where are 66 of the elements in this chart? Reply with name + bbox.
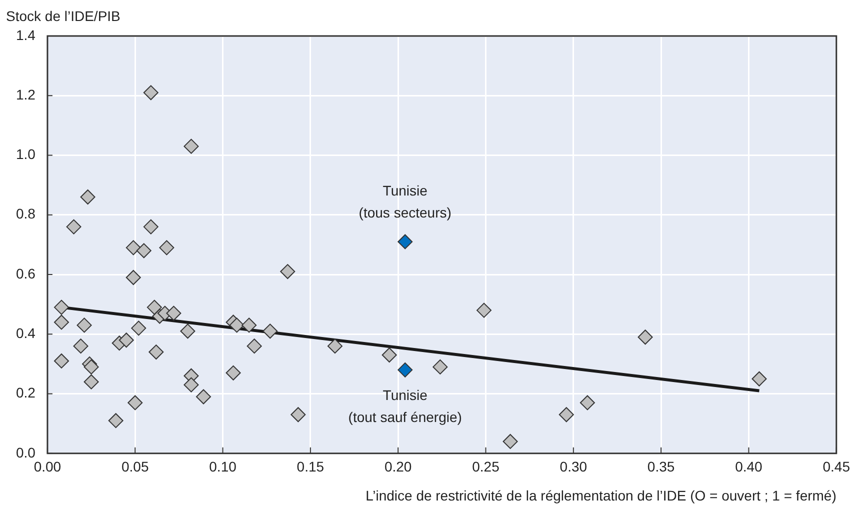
x-tick-label: 0.15 <box>296 458 324 475</box>
y-tick-label: 1.0 <box>16 146 36 162</box>
point <box>54 314 69 330</box>
point <box>262 324 278 339</box>
point <box>184 377 199 392</box>
point <box>143 85 158 100</box>
point <box>136 243 152 258</box>
point <box>327 338 342 354</box>
point <box>502 434 518 449</box>
point <box>126 270 141 285</box>
x-tick-label: 0.35 <box>647 458 675 475</box>
point <box>184 138 199 154</box>
y-tick-label: 0.4 <box>16 325 36 341</box>
point <box>398 234 413 250</box>
point <box>242 318 257 333</box>
point <box>54 300 69 315</box>
point <box>84 359 99 374</box>
annotation: Tunisie (tout sauf énergie) <box>348 386 462 425</box>
x-tick-label: 0.00 <box>34 458 62 475</box>
point <box>398 362 413 378</box>
point <box>118 332 134 348</box>
x-tick-label: 0.45 <box>822 458 850 475</box>
point <box>54 353 69 368</box>
point <box>80 189 96 204</box>
point <box>76 318 92 333</box>
point <box>580 395 595 410</box>
point <box>432 359 448 374</box>
point <box>280 264 296 280</box>
point <box>108 413 124 428</box>
point <box>143 219 158 234</box>
y-tick-label: 0.8 <box>16 206 36 222</box>
x-tick-label: 0.20 <box>384 458 412 475</box>
point <box>126 240 141 256</box>
x-tick-label: 0.05 <box>121 458 149 475</box>
point <box>752 371 767 386</box>
point <box>166 306 182 321</box>
point <box>131 320 146 336</box>
point <box>229 318 244 333</box>
y-tick-label: 0.6 <box>16 265 36 282</box>
point <box>73 338 88 354</box>
point <box>159 240 174 256</box>
point <box>196 389 211 404</box>
point <box>66 219 82 234</box>
y-tick-label: 0.2 <box>16 384 36 401</box>
y-tick-label: 1.4 <box>16 26 36 43</box>
point <box>148 344 164 360</box>
point <box>246 338 262 354</box>
point <box>290 407 306 422</box>
x-tick-label: 0.10 <box>209 458 237 475</box>
point <box>128 395 143 410</box>
point <box>84 374 99 390</box>
x-axis-title: L’indice de restrictivité de la réglementation de l’IDE (O = ouvert ; 1 = fermé) <box>366 487 836 504</box>
point <box>146 300 162 315</box>
annotation: Tunisie (tous secteurs) <box>358 182 452 221</box>
point <box>382 348 397 363</box>
point <box>638 330 653 345</box>
y-tick-label: 0.0 <box>16 444 36 460</box>
x-tick-label: 0.25 <box>472 458 500 475</box>
point <box>476 302 492 318</box>
y-axis-title: Stock de l’IDE/PIB <box>6 8 120 24</box>
x-tick-label: 0.40 <box>735 458 763 475</box>
point <box>180 324 196 339</box>
y-tick-label: 1.2 <box>16 86 36 102</box>
point <box>226 365 241 380</box>
point <box>558 407 574 422</box>
x-tick-label: 0.30 <box>560 458 588 475</box>
